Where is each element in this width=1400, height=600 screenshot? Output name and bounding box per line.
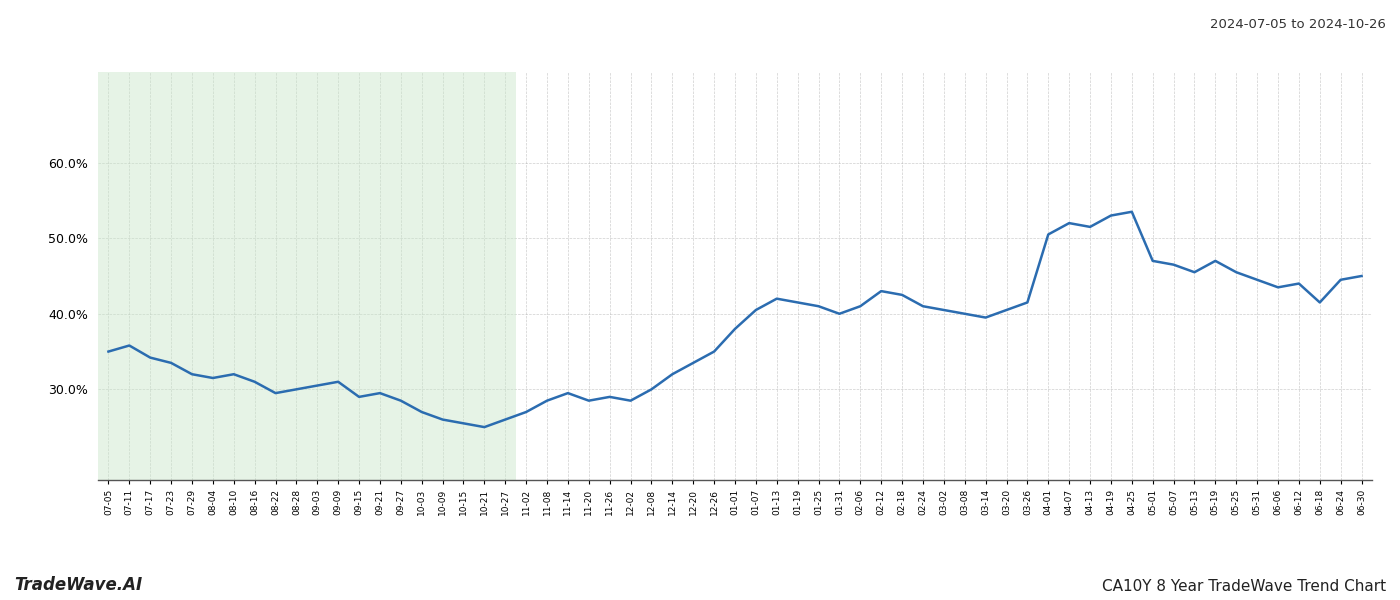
Text: CA10Y 8 Year TradeWave Trend Chart: CA10Y 8 Year TradeWave Trend Chart (1102, 579, 1386, 594)
Text: 2024-07-05 to 2024-10-26: 2024-07-05 to 2024-10-26 (1210, 18, 1386, 31)
Text: TradeWave.AI: TradeWave.AI (14, 576, 143, 594)
Bar (98, 72, 515, 480)
